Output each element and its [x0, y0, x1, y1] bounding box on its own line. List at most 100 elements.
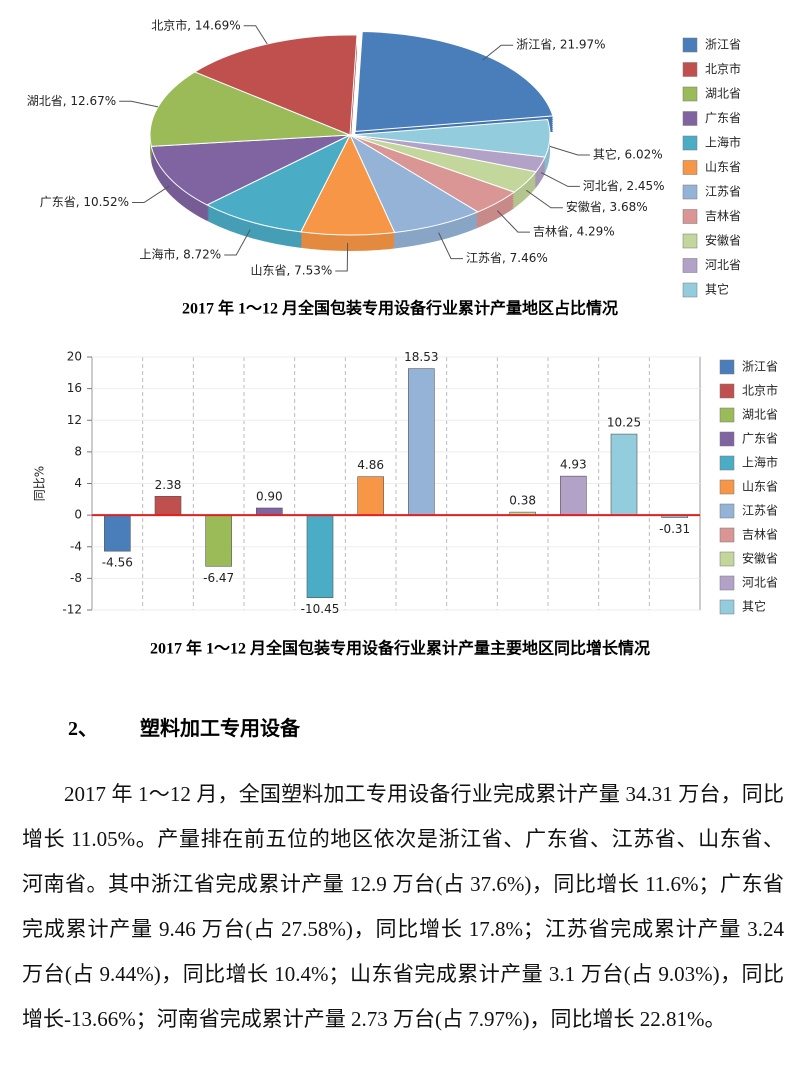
data-label: 4.86: [357, 458, 384, 472]
data-label: 10.25: [607, 416, 641, 430]
leader-line: [335, 242, 349, 272]
slice: [205, 133, 352, 233]
legend-label: 安徽省: [705, 233, 741, 248]
slice: [354, 30, 554, 132]
slice: [193, 34, 358, 136]
data-label: 2.38: [155, 478, 182, 492]
leader-line: [482, 44, 514, 61]
data-label: 山东省, 7.53%: [251, 263, 333, 277]
data-label: -0.31: [659, 522, 690, 536]
data-label: 湖北省, 12.67%: [27, 93, 116, 108]
slice: [149, 71, 351, 147]
data-label: 浙江省, 21.97%: [516, 38, 605, 52]
leader-line: [525, 189, 563, 209]
section-heading: 2、 塑料加工专用设备: [68, 712, 342, 741]
data-label: 江苏省, 7.46%: [466, 251, 548, 265]
section-number: 2、: [68, 718, 98, 740]
y-tick-label: 0: [74, 508, 82, 522]
legend-swatch: [719, 503, 735, 519]
legend-label: 湖北省: [705, 86, 741, 101]
section-title: 塑料加工专用设备: [140, 718, 300, 740]
legend-swatch: [719, 551, 735, 567]
leader-line: [243, 25, 268, 45]
legend-swatch: [682, 37, 698, 53]
legend-swatch: [682, 233, 698, 249]
leader-line: [224, 229, 251, 256]
paragraph: 2017 年 1～12 月，全国塑料加工专用设备行业完成累计产量 34.31 万…: [22, 782, 784, 1031]
legend-label: 河北省: [705, 258, 741, 272]
legend-swatch: [682, 282, 698, 298]
legend-label: 江苏省: [742, 504, 778, 518]
legend-swatch: [682, 86, 698, 102]
legend-label: 山东省: [742, 480, 778, 494]
slice: [150, 134, 351, 206]
legend-label: 上海市: [742, 455, 778, 470]
legend-swatch: [682, 62, 698, 77]
legend-swatch: [719, 359, 735, 375]
legend-label: 江苏省: [705, 185, 741, 199]
legend-swatch: [719, 455, 735, 471]
legend-label: 上海市: [705, 135, 741, 150]
chart-caption: 2017 年 1～12 月全国包装专用设备行业累计产量主要地区同比增长情况: [150, 639, 650, 658]
data-label: 0.38: [509, 494, 536, 508]
legend-label: 安徽省: [742, 551, 778, 566]
legend-swatch: [719, 479, 735, 495]
data-label: 上海市, 8.72%: [139, 246, 221, 261]
bar: [205, 514, 232, 567]
data-label: 0.90: [256, 490, 283, 504]
y-tick-label: -8: [70, 571, 82, 585]
bar-chart: 2017 年 1～12 月全国包装专用设备行业累计产量主要地区同比增长情况 -1…: [33, 350, 779, 658]
legend-label: 北京市: [742, 383, 778, 398]
y-tick-label: 4: [74, 476, 82, 490]
legend-swatch: [719, 431, 735, 447]
data-label: 广东省, 10.52%: [40, 195, 129, 209]
legend-swatch: [682, 258, 698, 273]
legend-label: 其它: [705, 282, 729, 297]
y-tick-label: 16: [67, 381, 82, 395]
data-label: 吉林省, 4.29%: [533, 225, 615, 239]
legend-swatch: [719, 407, 735, 423]
bar: [154, 496, 182, 516]
y-tick-label: -12: [62, 603, 82, 617]
legend-label: 北京市: [705, 61, 741, 76]
data-label: 4.93: [560, 458, 587, 472]
legend-label: 其它: [742, 599, 766, 614]
data-label: 河北省, 2.45%: [583, 179, 665, 193]
legend-swatch: [719, 575, 735, 591]
data-label: 北京市, 14.69%: [151, 17, 240, 32]
y-tick-label: 20: [67, 350, 82, 364]
data-label: -4.56: [102, 556, 133, 570]
legend-label: 河北省: [742, 576, 778, 590]
legend-label: 湖北省: [742, 407, 778, 422]
leader-line: [119, 100, 159, 108]
legend-swatch: [682, 209, 698, 224]
legend-label: 浙江省: [742, 360, 778, 374]
bar: [306, 514, 334, 599]
bar: [408, 368, 435, 516]
data-label: 安徽省, 3.68%: [566, 199, 648, 214]
pie-chart: 2017 年 1～12 月全国包装专用设备行业累计产量地区占比情况 浙江省, 2…: [27, 17, 741, 318]
legend-label: 广东省: [742, 432, 778, 446]
bar: [104, 514, 131, 552]
leader-line: [132, 185, 170, 204]
bar: [560, 475, 587, 516]
leader-line: [540, 172, 580, 187]
legend-label: 广东省: [705, 111, 741, 125]
legend-label: 吉林省: [705, 209, 741, 223]
legend-swatch: [719, 383, 735, 399]
y-tick-label: 12: [67, 413, 82, 427]
data-label: 18.53: [404, 350, 438, 364]
y-axis-label: 同比%: [33, 466, 47, 501]
leader-line: [438, 232, 464, 260]
legend-swatch: [682, 135, 698, 151]
chart-caption: 2017 年 1～12 月全国包装专用设备行业累计产量地区占比情况: [182, 299, 618, 318]
y-tick-label: -4: [70, 539, 82, 553]
leader-line: [549, 145, 590, 156]
legend-label: 浙江省: [705, 38, 741, 52]
legend-swatch: [682, 111, 698, 126]
leader-line: [496, 210, 530, 233]
legend-label: 山东省: [705, 160, 741, 174]
data-label: -6.47: [203, 571, 234, 585]
data-label: -10.45: [301, 602, 340, 616]
